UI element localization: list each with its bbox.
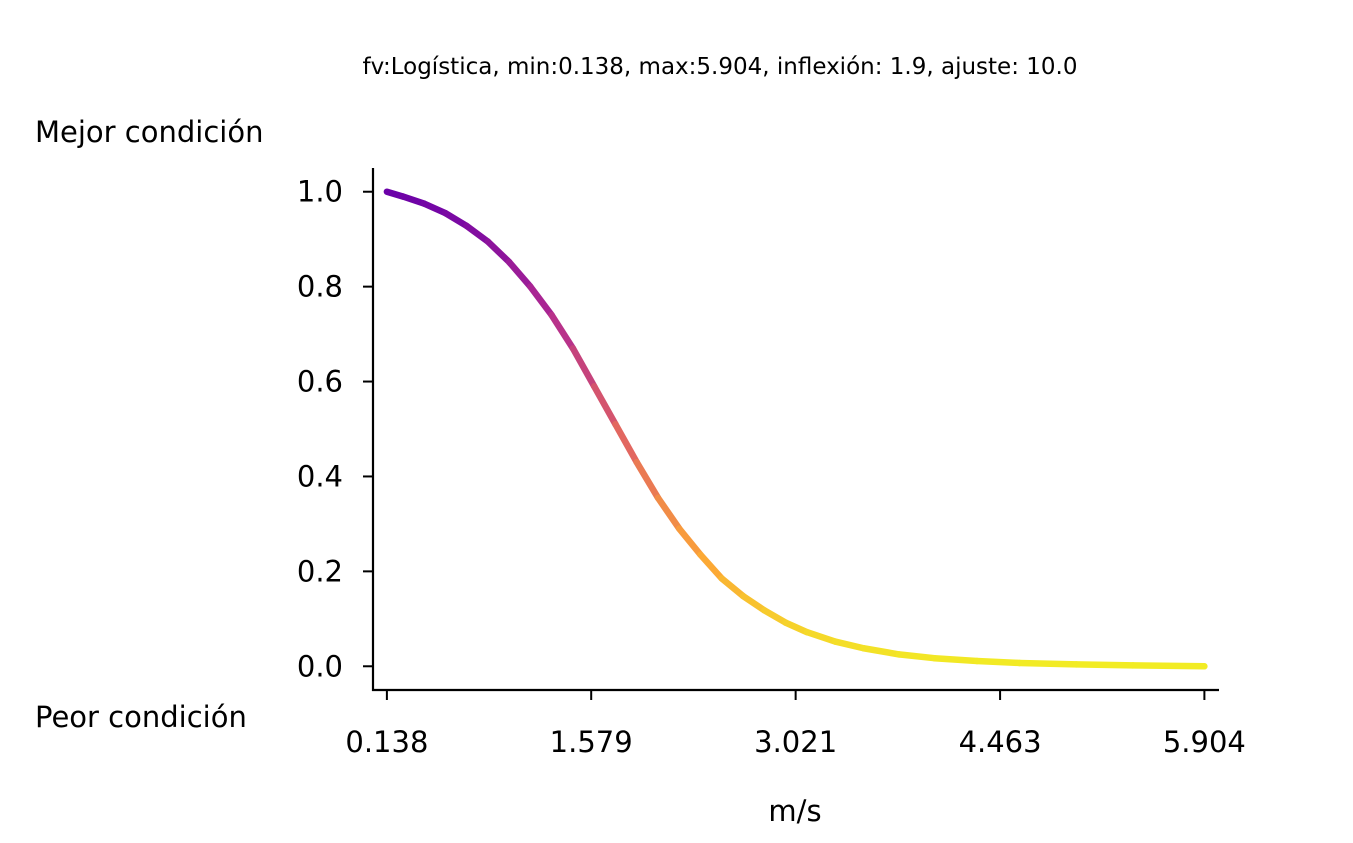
worst-condition-label: Peor condición [35, 700, 247, 734]
curve-segment [718, 575, 747, 600]
curve-segment [505, 258, 534, 290]
y-tick-label: 0.8 [297, 270, 343, 304]
x-tick-label: 1.579 [550, 725, 633, 759]
curve-segment [527, 283, 555, 319]
curve-segment [761, 607, 789, 626]
curve-segment [1129, 662, 1208, 670]
curve-segment [548, 311, 577, 352]
y-tick-label: 0.0 [297, 649, 343, 683]
curve-segment [569, 345, 598, 390]
curve-segment [1016, 659, 1080, 668]
curve-segment [399, 193, 428, 207]
curve-segment [739, 592, 768, 614]
curve-segment [931, 654, 981, 665]
curve-segment [675, 525, 704, 559]
x-tick-label: 5.904 [1163, 725, 1246, 759]
curve-segment [860, 644, 903, 658]
best-condition-label: Mejor condición [35, 115, 263, 149]
curve-segment [633, 458, 662, 502]
chart-title: fv:Logística, min:0.138, max:5.904, infl… [363, 54, 1078, 80]
curve-segment [1072, 661, 1137, 669]
curve-segment [612, 421, 640, 466]
curve-segment [803, 628, 839, 645]
curve-segment [463, 222, 492, 245]
curve-segment [420, 200, 449, 217]
axis-ticks: 0.138 1.579 3.021 4.463 5.904 0.0 0.2 0.4 0.6 0.8… [297, 175, 1246, 759]
curve-segment [484, 238, 513, 266]
curve-segment [654, 494, 683, 532]
y-tick-label: 1.0 [297, 175, 343, 209]
curve-segment [442, 209, 470, 230]
curve-segment [782, 619, 811, 636]
series-line [383, 188, 1208, 670]
x-tick-label: 0.138 [345, 725, 428, 759]
y-tick-label: 0.6 [297, 365, 343, 399]
x-tick-label: 4.463 [959, 725, 1042, 759]
curve-segment [590, 383, 619, 428]
curve-segment [973, 657, 1023, 667]
curve-segment [831, 638, 867, 652]
y-tick-label: 0.4 [297, 459, 343, 493]
x-tick-label: 3.021 [754, 725, 837, 759]
x-axis-label: m/s [768, 794, 821, 828]
curve-segment [895, 651, 938, 662]
curve-segment [697, 551, 726, 582]
y-tick-label: 0.2 [297, 554, 343, 588]
